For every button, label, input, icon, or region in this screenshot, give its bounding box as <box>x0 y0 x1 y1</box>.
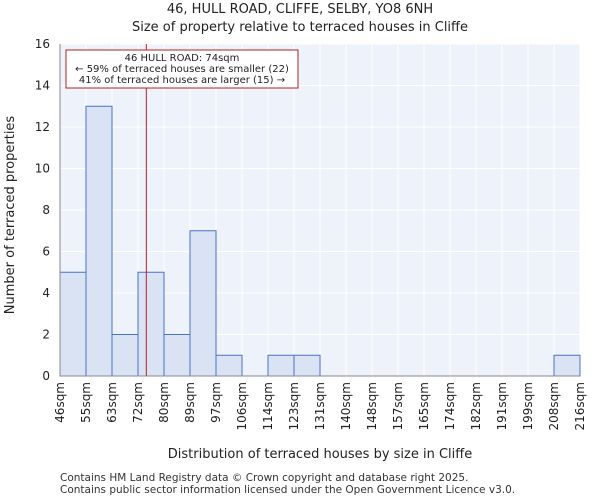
bar-72sqm <box>137 271 165 377</box>
x-tick-55sqm: 55sqm <box>79 382 93 423</box>
x-tick-89sqm: 89sqm <box>183 382 197 423</box>
annotation-box: 46 HULL ROAD: 74sqm ← 59% of terraced ho… <box>65 49 299 89</box>
chart-title: 46, HULL ROAD, CLIFFE, SELBY, YO8 6NH <box>166 2 434 17</box>
y-axis-label: Number of terraced properties <box>3 116 18 315</box>
x-tick-216sqm: 216sqm <box>573 382 587 430</box>
y-tick-10: 10 <box>35 162 50 176</box>
bar-63sqm <box>111 334 139 377</box>
y-tick-2: 2 <box>42 328 50 342</box>
annotation-border <box>65 49 299 89</box>
x-tick-72sqm: 72sqm <box>131 382 145 423</box>
x-tick-165sqm: 165sqm <box>417 382 431 430</box>
axes <box>59 44 580 377</box>
x-tick-131sqm: 131sqm <box>313 382 327 430</box>
chart-subtitle: Size of property relative to terraced ho… <box>131 20 468 35</box>
x-tick-208sqm: 208sqm <box>547 382 561 430</box>
y-tick-6: 6 <box>42 245 50 259</box>
y-tick-8: 8 <box>42 203 50 217</box>
y-tick-labels: 0 2 4 6 8 10 12 14 16 <box>35 37 50 383</box>
bars-group <box>59 105 581 377</box>
annotation-line-3: 41% of terraced houses are larger (15) → <box>79 75 285 86</box>
x-tick-148sqm: 148sqm <box>365 382 379 430</box>
y-tick-16: 16 <box>35 37 50 51</box>
y-tick-0: 0 <box>42 369 50 383</box>
footer-line-1: Contains HM Land Registry data © Crown c… <box>60 472 469 484</box>
bar-97sqm <box>215 354 243 377</box>
footer-line-2: Contains public sector information licen… <box>60 484 516 496</box>
bar-208sqm <box>553 354 581 377</box>
x-tick-80sqm: 80sqm <box>157 382 171 423</box>
bar-46sqm <box>59 271 87 377</box>
x-tick-63sqm: 63sqm <box>105 382 119 423</box>
x-tick-labels: 46sqm 55sqm 63sqm 72sqm 80sqm 89sqm 97sqm 106sq… <box>53 382 587 430</box>
x-tick-46sqm: 46sqm <box>53 382 67 423</box>
bar-80sqm <box>163 334 191 377</box>
x-tick-123sqm: 123sqm <box>287 382 301 430</box>
x-tick-157sqm: 157sqm <box>391 382 405 430</box>
x-tick-174sqm: 174sqm <box>443 382 457 430</box>
x-tick-114sqm: 114sqm <box>261 382 275 430</box>
x-tick-97sqm: 97sqm <box>209 382 223 423</box>
annotation-line-2: ← 59% of terraced houses are smaller (22… <box>75 64 289 75</box>
y-tick-12: 12 <box>35 120 50 134</box>
y-tick-14: 14 <box>35 79 50 93</box>
annotation-line-1: 46 HULL ROAD: 74sqm <box>125 53 240 64</box>
x-tick-182sqm: 182sqm <box>469 382 483 430</box>
x-tick-106sqm: 106sqm <box>235 382 249 430</box>
bar-55sqm <box>85 105 113 377</box>
bar-123sqm <box>293 354 321 377</box>
bar-89sqm <box>189 230 217 377</box>
y-tick-4: 4 <box>42 286 50 300</box>
x-tick-191sqm: 191sqm <box>495 382 509 430</box>
x-tick-140sqm: 140sqm <box>339 382 353 430</box>
bar-114sqm <box>267 354 295 377</box>
x-tick-199sqm: 199sqm <box>521 382 535 430</box>
x-axis-label: Distribution of terraced houses by size … <box>168 447 472 462</box>
